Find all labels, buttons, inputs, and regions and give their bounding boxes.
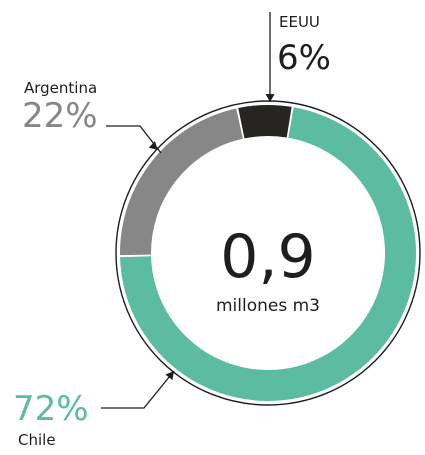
leader-line-argentina <box>106 125 162 154</box>
slice-value-chile: 72% <box>13 389 89 429</box>
slice-value-argentina: 22% <box>22 96 98 136</box>
leader-marker-chile <box>165 371 174 381</box>
outline-layer <box>115 100 421 406</box>
leader-line-chile <box>101 370 175 409</box>
leader-marker-argentina <box>148 141 158 150</box>
leader-marker-eeuu <box>265 93 275 103</box>
slice-layer <box>120 105 416 401</box>
center-value: 0,9 <box>220 222 315 292</box>
slice-name-eeuu: EEUU <box>279 13 320 31</box>
center-unit: millones m3 <box>216 296 320 316</box>
slice-name-chile: Chile <box>18 431 56 449</box>
donut-outline <box>115 100 421 406</box>
leader-layer <box>101 12 275 409</box>
slice-name-argentina: Argentina <box>24 79 97 97</box>
slice-value-eeuu: 6% <box>277 38 331 78</box>
slice-argentina <box>120 108 243 256</box>
slice-eeuu <box>238 105 292 139</box>
label-layer: 0,9 millones m3 EEUU 6% Argentina 22% 72… <box>13 13 331 449</box>
